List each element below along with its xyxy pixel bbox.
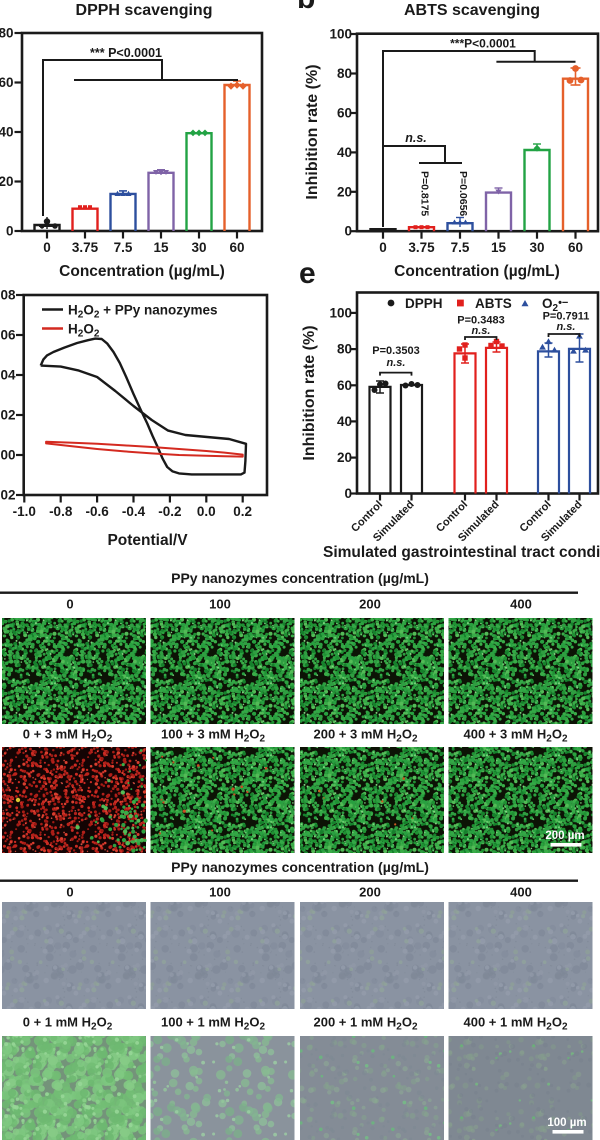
svg-text:-0.2: -0.2 xyxy=(158,504,181,519)
svg-text:15: 15 xyxy=(491,240,507,255)
svg-text:Inhibition rate (%): Inhibition rate (%) xyxy=(304,64,321,199)
svg-text:n.s.: n.s. xyxy=(387,357,406,369)
svg-text:DPPH scavenging: DPPH scavenging xyxy=(76,2,213,19)
svg-text:200: 200 xyxy=(359,885,381,900)
svg-text:0.08: 0.08 xyxy=(0,288,16,303)
svg-text:P=0.3483: P=0.3483 xyxy=(457,315,504,327)
svg-text:0.04: 0.04 xyxy=(0,368,16,383)
svg-text:60: 60 xyxy=(337,378,352,393)
svg-text:H2O2 + PPy nanozymes: H2O2 + PPy nanozymes xyxy=(68,303,218,321)
svg-text:n.s.: n.s. xyxy=(557,321,576,333)
svg-text:60: 60 xyxy=(229,240,244,255)
svg-text:0: 0 xyxy=(66,885,73,900)
svg-text:3.75: 3.75 xyxy=(72,240,99,255)
svg-text:0.0: 0.0 xyxy=(197,504,216,519)
svg-text:***P<0.0001: ***P<0.0001 xyxy=(450,37,516,51)
svg-text:0: 0 xyxy=(379,240,387,255)
svg-text:100 µm: 100 µm xyxy=(547,1117,586,1129)
svg-text:b: b xyxy=(297,0,315,15)
svg-text:0.00: 0.00 xyxy=(0,448,16,463)
svg-text:0.02: 0.02 xyxy=(0,408,16,423)
svg-text:30: 30 xyxy=(529,240,544,255)
svg-text:Simulated gastrointestinal tra: Simulated gastrointestinal tract conditi… xyxy=(323,544,600,561)
svg-text:15: 15 xyxy=(153,240,169,255)
svg-text:-0.8: -0.8 xyxy=(49,504,73,519)
svg-text:80: 80 xyxy=(0,26,14,41)
svg-text:100: 100 xyxy=(209,597,231,612)
svg-text:Inhibition rate (%): Inhibition rate (%) xyxy=(301,325,318,460)
svg-text:100: 100 xyxy=(209,885,231,900)
svg-text:*** P<0.0001: *** P<0.0001 xyxy=(90,46,162,60)
svg-text:400: 400 xyxy=(510,885,532,900)
svg-text:P=0.7911: P=0.7911 xyxy=(543,311,590,323)
svg-text:0.06: 0.06 xyxy=(0,328,16,343)
svg-text:80: 80 xyxy=(337,66,352,81)
svg-text:Concentration (µg/mL): Concentration (µg/mL) xyxy=(394,263,560,280)
svg-text:60: 60 xyxy=(568,240,583,255)
svg-text:H2O2: H2O2 xyxy=(68,322,100,340)
svg-text:P=0.3503: P=0.3503 xyxy=(372,345,419,357)
svg-text:ABTS: ABTS xyxy=(475,296,512,311)
svg-text:20: 20 xyxy=(337,450,352,465)
svg-text:n.s.: n.s. xyxy=(405,131,427,145)
svg-text:0: 0 xyxy=(344,486,352,501)
svg-text:PPy nanozymes concentration (µ: PPy nanozymes concentration (µg/mL) xyxy=(171,570,429,586)
svg-text:80: 80 xyxy=(337,342,352,357)
svg-text:200 + 3 mM H2O2: 200 + 3 mM H2O2 xyxy=(314,727,418,745)
svg-text:200: 200 xyxy=(359,597,381,612)
svg-text:0 + 1 mM H2O2: 0 + 1 mM H2O2 xyxy=(23,1015,113,1033)
svg-text:-0.02: -0.02 xyxy=(0,488,16,503)
svg-text:3.75: 3.75 xyxy=(408,240,435,255)
svg-text:60: 60 xyxy=(337,106,352,121)
svg-text:100 + 1 mM H2O2: 100 + 1 mM H2O2 xyxy=(161,1015,265,1033)
svg-text:20: 20 xyxy=(337,184,352,199)
svg-text:30: 30 xyxy=(191,240,206,255)
svg-text:200 + 1 mM H2O2: 200 + 1 mM H2O2 xyxy=(314,1015,418,1033)
svg-text:400: 400 xyxy=(510,597,532,612)
svg-text:Potential/V: Potential/V xyxy=(107,532,188,549)
svg-text:e: e xyxy=(299,257,316,290)
svg-text:0: 0 xyxy=(344,224,352,239)
svg-text:ABTS scavenging: ABTS scavenging xyxy=(404,2,540,19)
svg-text:40: 40 xyxy=(0,125,14,140)
svg-text:100: 100 xyxy=(329,27,352,42)
svg-text:P=0.8175: P=0.8175 xyxy=(419,171,431,216)
svg-text:0: 0 xyxy=(43,240,51,255)
svg-text:-0.4: -0.4 xyxy=(122,504,146,519)
svg-text:DPPH: DPPH xyxy=(405,296,443,311)
svg-text:60: 60 xyxy=(0,75,14,90)
svg-text:40: 40 xyxy=(337,145,352,160)
svg-text:400 + 3 mM H2O2: 400 + 3 mM H2O2 xyxy=(464,727,568,745)
svg-text:-1.0: -1.0 xyxy=(13,504,36,519)
svg-text:PPy nanozymes concentration (µ: PPy nanozymes concentration (µg/mL) xyxy=(171,859,429,875)
svg-text:n.s.: n.s. xyxy=(472,325,491,337)
svg-text:Concentration (µg/mL): Concentration (µg/mL) xyxy=(59,263,225,280)
svg-text:0.2: 0.2 xyxy=(233,504,252,519)
svg-text:P=0.0656: P=0.0656 xyxy=(457,171,469,216)
svg-text:100 + 3 mM H2O2: 100 + 3 mM H2O2 xyxy=(161,727,265,745)
svg-text:100: 100 xyxy=(329,305,352,320)
svg-text:-0.6: -0.6 xyxy=(85,504,109,519)
svg-text:0 + 3 mM H2O2: 0 + 3 mM H2O2 xyxy=(23,727,113,745)
svg-text:0: 0 xyxy=(6,224,14,239)
svg-text:7.5: 7.5 xyxy=(114,240,133,255)
svg-text:40: 40 xyxy=(337,414,352,429)
svg-text:200 µm: 200 µm xyxy=(545,830,584,842)
svg-text:7.5: 7.5 xyxy=(451,240,470,255)
svg-text:20: 20 xyxy=(0,174,14,189)
svg-text:400 + 1 mM H2O2: 400 + 1 mM H2O2 xyxy=(464,1015,568,1033)
svg-text:0: 0 xyxy=(66,597,73,612)
